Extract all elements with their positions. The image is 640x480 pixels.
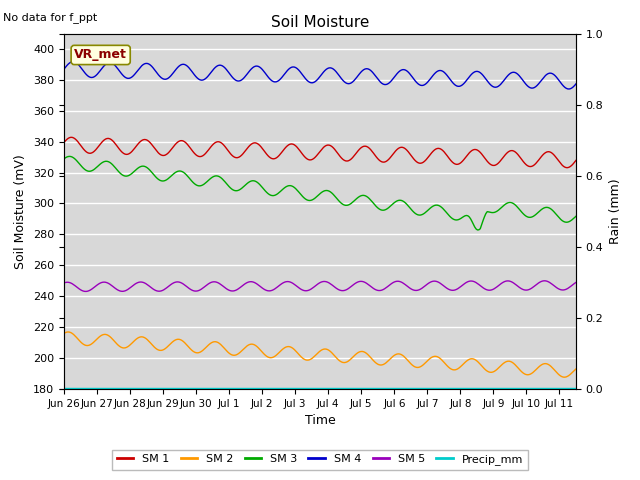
Y-axis label: Rain (mm): Rain (mm)	[609, 179, 622, 244]
Text: VR_met: VR_met	[74, 48, 127, 61]
Title: Soil Moisture: Soil Moisture	[271, 15, 369, 30]
Y-axis label: Soil Moisture (mV): Soil Moisture (mV)	[15, 154, 28, 269]
Text: No data for f_ppt: No data for f_ppt	[3, 12, 97, 23]
Legend: SM 1, SM 2, SM 3, SM 4, SM 5, Precip_mm: SM 1, SM 2, SM 3, SM 4, SM 5, Precip_mm	[112, 450, 528, 469]
X-axis label: Time: Time	[305, 414, 335, 427]
